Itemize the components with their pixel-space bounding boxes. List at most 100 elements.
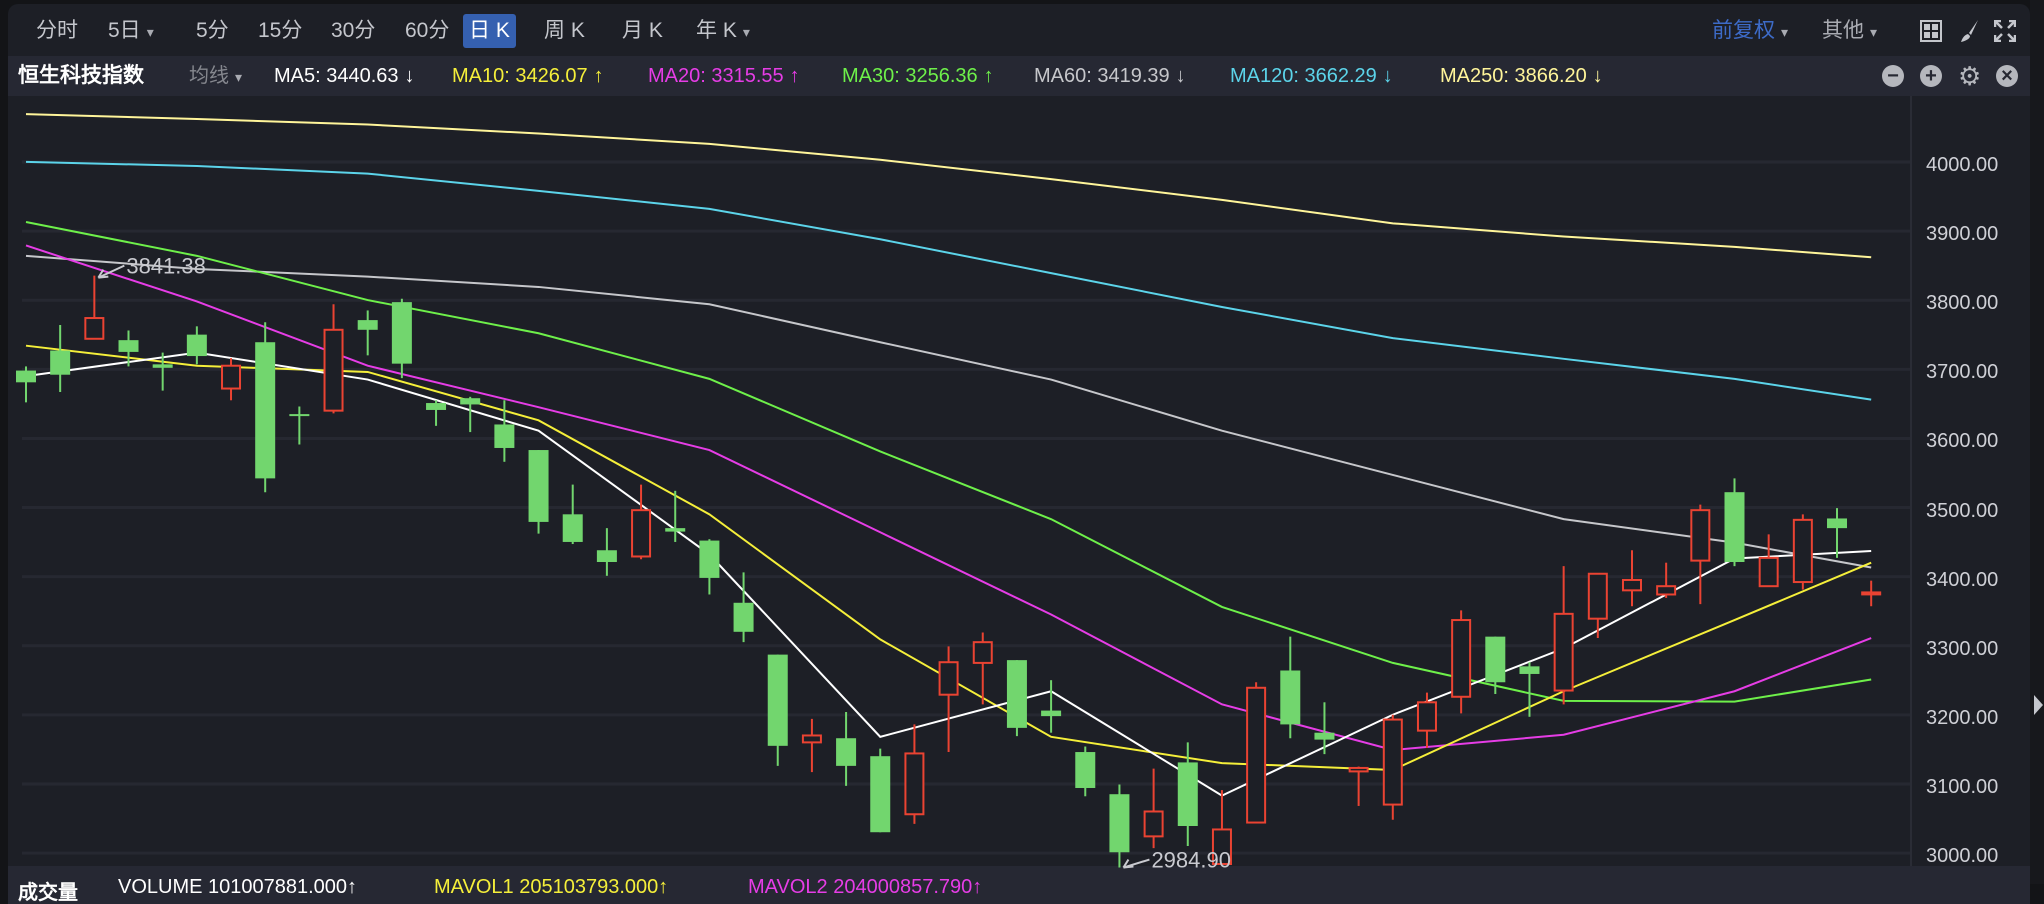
candle-body-down <box>562 514 583 542</box>
candle-body-up <box>972 641 993 664</box>
chevron-down-icon: ▾ <box>146 24 154 40</box>
period-label: 15分 <box>258 19 303 42</box>
candle-body-up <box>1587 572 1608 620</box>
tab-period-0[interactable]: 分时 <box>30 14 84 48</box>
candle-body-down <box>870 756 891 833</box>
ma-value: MA60: 3419.39 <box>1034 65 1170 87</box>
trend-arrow-icon: ↓ <box>1175 65 1186 87</box>
y-tick-label: 3200.00 <box>1926 706 1999 729</box>
expand-right-arrow-icon[interactable] <box>2031 690 2044 720</box>
ma-value: MA20: 3315.55 <box>648 65 784 87</box>
candle-body-down <box>494 424 515 448</box>
y-tick-label: 3700.00 <box>1926 361 1999 384</box>
ma-legend-ma30: MA30: 3256.36 ↑ <box>842 56 994 96</box>
ma-legend-ma10: MA10: 3426.07 ↑ <box>452 56 604 96</box>
candle-body-down <box>699 540 720 578</box>
period-toolbar: 分时 5日 ▾ 5分 15分 30分 60分日 K 周 K 月 K 年 K ▾ <box>8 4 2030 56</box>
candle-body-up <box>1348 766 1369 773</box>
candle-body-down <box>1827 518 1848 529</box>
candle-body-up <box>1246 686 1267 824</box>
candle-body-up <box>323 328 344 412</box>
period-label: 30分 <box>331 19 376 42</box>
candle-body-down <box>665 528 686 532</box>
tab-period-9[interactable]: 年 K ▾ <box>690 14 756 48</box>
gear-icon[interactable]: ⚙ <box>1958 61 1982 91</box>
y-tick-label: 3600.00 <box>1926 430 1999 453</box>
candle-body-down <box>460 398 481 405</box>
arrow-head-icon <box>1122 859 1134 869</box>
tab-period-2[interactable]: 5分 <box>190 14 235 48</box>
candle-body-up <box>84 317 105 340</box>
index-title: 恒生科技指数 <box>18 64 144 87</box>
ma-value: MA250: 3866.20 <box>1440 65 1587 87</box>
candle-body-up <box>1621 578 1642 592</box>
ma-value: MA120: 3662.29 <box>1230 65 1377 87</box>
candle-body-down <box>1280 670 1301 725</box>
chevron-down-icon: ▾ <box>742 24 750 40</box>
candle-body-up <box>1656 585 1677 596</box>
trend-arrow-icon: ↑ <box>789 65 800 87</box>
candle-body-down <box>528 450 549 522</box>
tab-period-1[interactable]: 5日 ▾ <box>102 14 160 48</box>
indicator-dropdown[interactable]: 均线 ▾ <box>189 56 242 96</box>
candle-body-up <box>221 364 242 390</box>
candle-body-up <box>1211 828 1232 866</box>
adjust-dropdown[interactable]: 前复权 ▾ <box>1712 14 1788 48</box>
price-annotation: 3841.38 <box>126 254 206 279</box>
candle-body-up <box>904 752 925 816</box>
ma-line-ma60 <box>25 254 1872 569</box>
period-label: 日 K <box>469 19 510 42</box>
layout-grid-icon[interactable] <box>1920 20 1942 42</box>
candle-body-down <box>1006 660 1027 728</box>
y-tick-label: 3400.00 <box>1926 568 1999 591</box>
minus-circle-icon[interactable]: − <box>1882 65 1904 87</box>
ma-value: MA30: 3256.36 <box>842 65 978 87</box>
ma-line-ma250 <box>25 113 1872 259</box>
ma-line-ma30 <box>25 220 1872 703</box>
ma-legend-ma250: MA250: 3866.20 ↓ <box>1440 56 1603 96</box>
trend-arrow-icon: ↓ <box>1382 65 1393 87</box>
plus-circle-icon[interactable]: + <box>1920 65 1942 87</box>
price-annotation: 2984.90 <box>1151 848 1231 873</box>
candlestick-chart[interactable]: 3841.38 2984.90 <box>0 0 2044 884</box>
candle-body-down <box>1724 492 1745 563</box>
ma-value: MA5: 3440.63 <box>274 65 399 87</box>
chevron-down-icon: ▾ <box>1870 24 1878 40</box>
candle-body-up <box>1861 591 1882 596</box>
ma-legend-ma20: MA20: 3315.55 ↑ <box>648 56 800 96</box>
y-tick-label: 3300.00 <box>1926 637 1999 660</box>
close-circle-icon[interactable]: × <box>1996 65 2018 87</box>
other-dropdown[interactable]: 其他 ▾ <box>1822 14 1877 48</box>
candle-body-up <box>1382 718 1403 806</box>
candle-body-down <box>733 602 754 632</box>
adjust-label: 前复权 <box>1712 19 1775 42</box>
tab-period-4[interactable]: 30分 <box>325 14 381 48</box>
candle-body-down <box>836 738 857 766</box>
y-tick-label: 3000.00 <box>1926 845 1999 868</box>
chevron-down-icon: ▾ <box>235 69 243 85</box>
candle-body-down <box>1075 752 1096 788</box>
fullscreen-icon[interactable] <box>1994 20 2016 42</box>
candle-body-down <box>1314 732 1335 740</box>
tab-period-7[interactable]: 周 K <box>538 14 591 48</box>
candle-body-down <box>50 350 71 375</box>
tab-period-3[interactable]: 15分 <box>252 14 308 48</box>
tab-period-8[interactable]: 月 K <box>616 14 669 48</box>
candle-body-up <box>1553 612 1574 692</box>
candle-body-down <box>1519 666 1540 674</box>
candle-body-up <box>1758 556 1779 588</box>
arrow-head-icon <box>97 269 109 279</box>
indicator-legend: 恒生科技指数 均线 ▾ − + ⚙ × MA5: 3440.63 ↓ MA10: 34… <box>8 56 2030 96</box>
candle-body-down <box>289 414 310 417</box>
tab-period-5[interactable]: 60分 <box>399 14 455 48</box>
candle-body-up <box>1690 509 1711 562</box>
ma-value: MA10: 3426.07 <box>452 65 588 87</box>
candle-body-down <box>1109 794 1130 853</box>
candle-body-down <box>1041 710 1062 717</box>
tab-period-6[interactable]: 日 K <box>463 14 516 48</box>
candle-body-down <box>596 550 617 563</box>
brush-icon[interactable] <box>1958 19 1980 43</box>
annotation-arrow-icon <box>97 264 125 279</box>
y-tick-label: 4000.00 <box>1926 154 1999 176</box>
candle-body-down <box>1485 636 1506 683</box>
